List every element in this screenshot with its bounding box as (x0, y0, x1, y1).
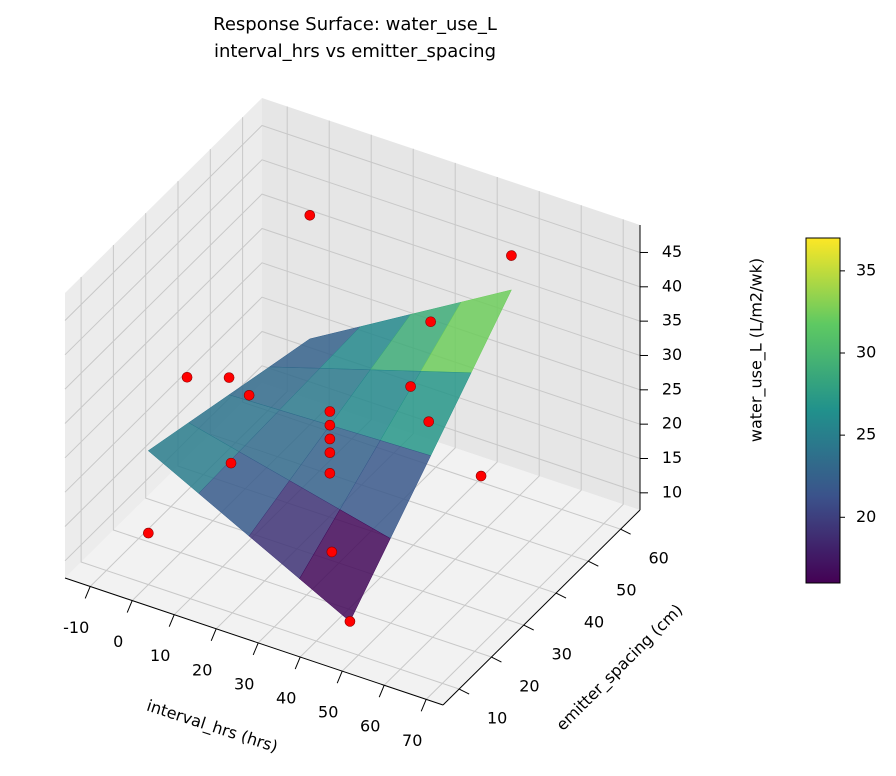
x-tick (336, 670, 343, 684)
x-tick-label: 50 (318, 703, 338, 722)
z-axis-label: water_use_L (L/m2/wk) (747, 258, 767, 442)
colorbar-tick-label: 35 (856, 260, 876, 279)
scatter-point (506, 250, 517, 261)
x-tick (84, 586, 91, 599)
x-tick (252, 642, 259, 656)
x-tick-label: 40 (276, 689, 296, 708)
colorbar (805, 237, 841, 584)
y-tick-label: 60 (648, 549, 668, 568)
x-tick-label: 20 (192, 660, 212, 679)
y-axis-label: emitter_spacing (cm) (552, 600, 687, 735)
scatter-point (225, 457, 237, 469)
scatter-point (423, 416, 435, 427)
scatter-point (143, 527, 154, 539)
grid-line (80, 277, 460, 690)
grid-line (145, 213, 524, 626)
x-tick (294, 656, 301, 670)
grid-line (299, 177, 498, 658)
z-tick-label: 30 (662, 345, 682, 364)
grid-line (64, 262, 641, 459)
y-axis-line (442, 509, 641, 706)
grid-line (341, 191, 540, 672)
chart-title: Response Surface: water_use_L (213, 14, 497, 35)
scatter-point (243, 389, 255, 401)
scatter-point (324, 468, 336, 479)
y-tick (588, 560, 599, 567)
y-tick (523, 624, 534, 631)
chart-subtitle: interval_hrs vs emitter_spacing (214, 41, 496, 62)
scatter-point (475, 470, 487, 482)
scatter-point (324, 433, 336, 445)
x-tick (168, 614, 175, 627)
y-tick-label: 40 (584, 613, 604, 632)
z-tick-label: 45 (662, 242, 682, 261)
z-tick-label: 15 (662, 448, 682, 467)
z-tick-label: 25 (662, 379, 682, 398)
colorbar-tick-label: 25 (856, 425, 876, 444)
grid-line (64, 124, 641, 321)
x-axis-label: interval_hrs (hrs) (144, 696, 280, 757)
surface-patch (299, 509, 391, 622)
y-tick-label: 50 (616, 581, 636, 600)
z-tick-label: 20 (662, 414, 682, 433)
scatter-point (344, 616, 356, 627)
z-tick-label: 10 (662, 482, 682, 501)
x-axis-line (64, 577, 444, 706)
grid-line (64, 330, 641, 527)
scatter-point (324, 447, 336, 458)
x-tick (378, 685, 385, 698)
colorbar-tick-label: 30 (856, 343, 876, 362)
scatter-point (405, 381, 416, 392)
colorbar-tick-label: 20 (856, 507, 876, 526)
grid-line (425, 219, 624, 700)
grid-line (383, 205, 582, 686)
scatter-point (324, 419, 336, 431)
z-tick-label: 40 (662, 276, 682, 295)
left-pane (65, 98, 262, 578)
y-tick-label: 10 (487, 709, 507, 728)
x-tick (126, 600, 133, 613)
x-tick-label: -10 (63, 618, 89, 637)
x-tick-label: 30 (234, 674, 254, 693)
x-tick-label: 0 (113, 632, 123, 651)
y-tick (458, 688, 470, 695)
x-tick-label: 70 (402, 731, 422, 750)
grid-line (112, 245, 492, 658)
y-tick-label: 30 (552, 645, 572, 664)
scatter-point (304, 210, 316, 221)
x-tick-label: 60 (360, 717, 380, 736)
x-tick-label: 10 (150, 646, 170, 665)
grid-line (64, 159, 641, 356)
scatter-point (324, 406, 336, 417)
y-tick (491, 656, 502, 663)
scatter-point (223, 372, 235, 383)
grid-line (64, 296, 641, 493)
y-tick (620, 528, 631, 535)
scatter-point (181, 371, 193, 383)
x-tick (420, 699, 427, 712)
grid-line (64, 365, 641, 562)
x-tick (210, 628, 217, 641)
scatter-point (326, 546, 338, 558)
z-tick-label: 35 (662, 311, 682, 330)
scatter-point (425, 316, 436, 328)
y-tick (555, 592, 567, 599)
grid-line (64, 193, 641, 390)
y-tick-label: 20 (519, 677, 539, 696)
grid-line (64, 227, 641, 424)
